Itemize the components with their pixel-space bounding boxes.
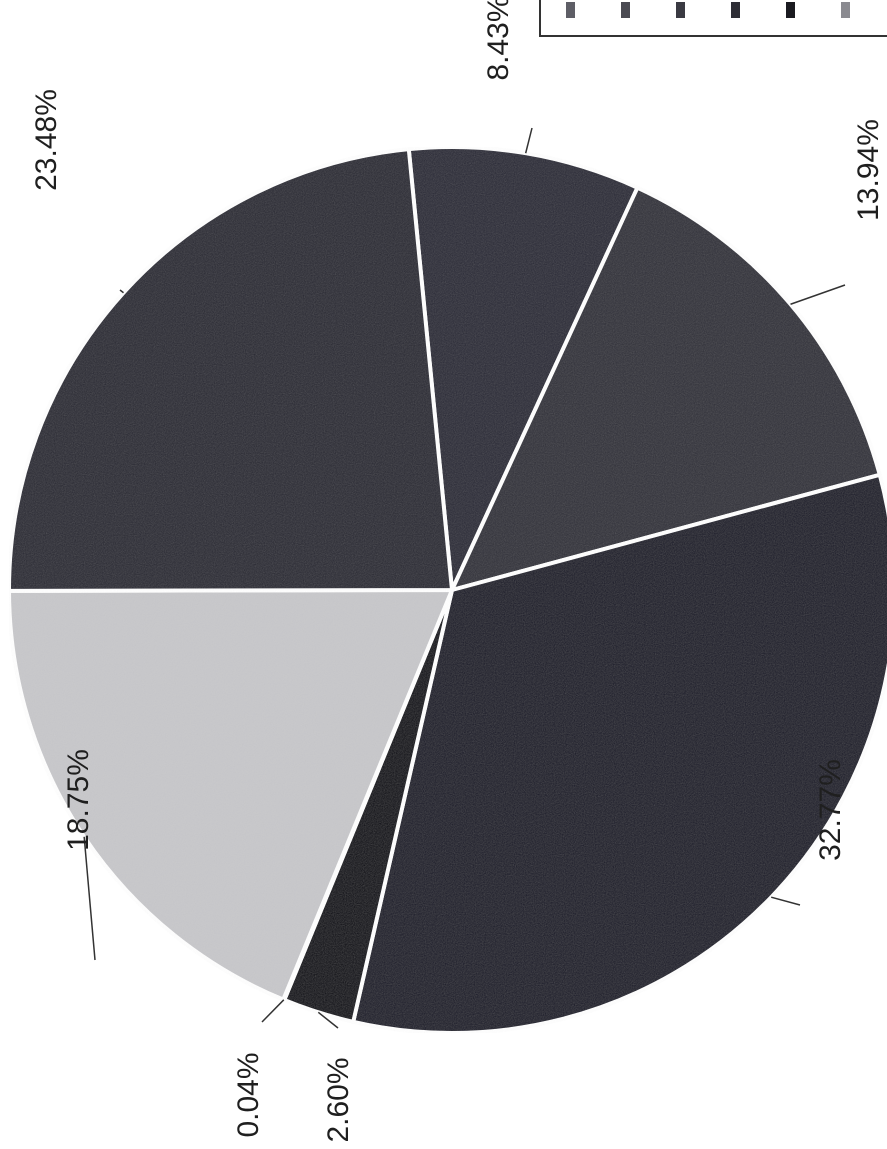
leader-line-0 bbox=[524, 127, 533, 154]
legend bbox=[539, 0, 887, 37]
legend-frame bbox=[539, 0, 887, 37]
slice-label-1: 13.94% bbox=[852, 119, 885, 221]
pie-slice-1 bbox=[450, 185, 882, 592]
legend-swatch-2 bbox=[676, 2, 685, 18]
legend-swatch-5 bbox=[841, 2, 850, 18]
pie-slices bbox=[7, 145, 887, 1035]
legend-swatches bbox=[566, 2, 850, 18]
slice-label-6: 23.48% bbox=[30, 89, 63, 191]
slice-label-0: 8.43% bbox=[482, 0, 515, 81]
legend-swatch-4 bbox=[786, 2, 795, 18]
leader-line-5 bbox=[83, 836, 96, 961]
pie-slice-6 bbox=[7, 147, 454, 593]
leader-line-4 bbox=[261, 999, 285, 1023]
slice-label-2: 32.77% bbox=[814, 759, 847, 861]
slice-label-4: 0.04% bbox=[232, 1052, 265, 1137]
leader-lines bbox=[83, 127, 846, 1029]
legend-swatch-1 bbox=[621, 2, 630, 18]
legend-swatch-3 bbox=[731, 2, 740, 18]
slice-label-3: 2.60% bbox=[322, 1057, 355, 1142]
leader-line-3 bbox=[317, 1011, 339, 1029]
slice-label-5: 18.75% bbox=[62, 749, 95, 851]
leader-line-1 bbox=[790, 284, 846, 305]
slice-labels: 8.43% 13.94% 32.77% 2.60% 0.04% 18.75% 23.48% bbox=[30, 0, 885, 1143]
legend-swatch-0 bbox=[566, 2, 575, 18]
leader-line-2 bbox=[770, 896, 801, 906]
leader-line-6 bbox=[119, 289, 124, 294]
